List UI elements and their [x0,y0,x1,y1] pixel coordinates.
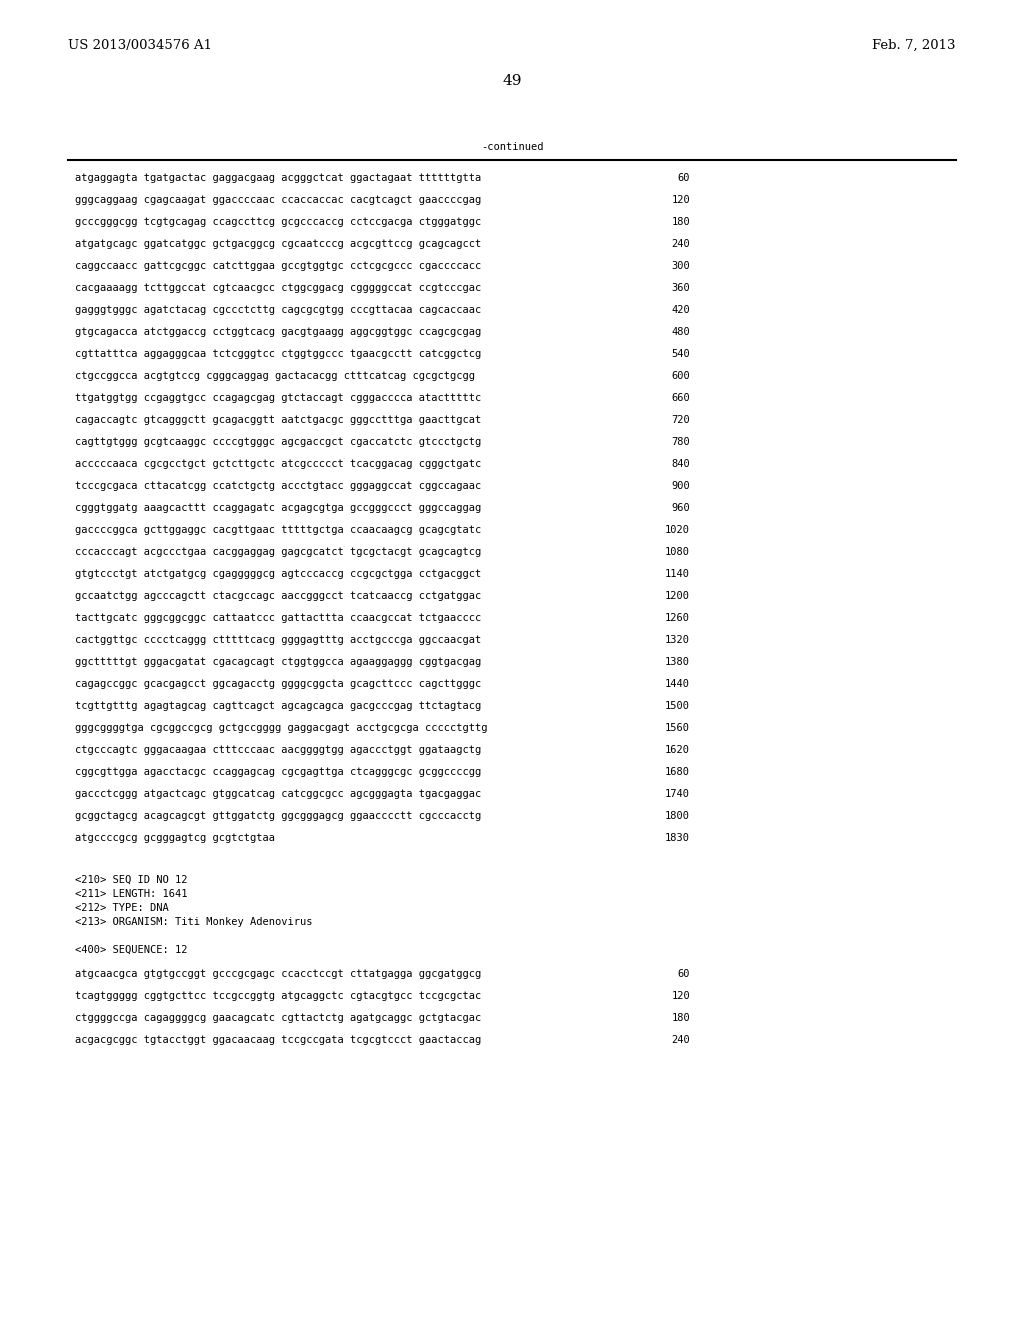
Text: atgcaacgca gtgtgccggt gcccgcgagc ccacctccgt cttatgagga ggcgatggcg: atgcaacgca gtgtgccggt gcccgcgagc ccacctc… [75,969,481,979]
Text: 60: 60 [678,969,690,979]
Text: gccaatctgg agcccagctt ctacgccagc aaccgggcct tcatcaaccg cctgatggac: gccaatctgg agcccagctt ctacgccagc aaccggg… [75,591,481,601]
Text: caggccaacc gattcgcggc catcttggaa gccgtggtgc cctcgcgccc cgaccccacc: caggccaacc gattcgcggc catcttggaa gccgtgg… [75,261,481,271]
Text: atgaggagta tgatgactac gaggacgaag acgggctcat ggactagaat ttttttgtta: atgaggagta tgatgactac gaggacgaag acgggct… [75,173,481,183]
Text: <400> SEQUENCE: 12: <400> SEQUENCE: 12 [75,945,187,954]
Text: Feb. 7, 2013: Feb. 7, 2013 [872,40,956,51]
Text: gagggtgggc agatctacag cgccctcttg cagcgcgtgg cccgttacaa cagcaccaac: gagggtgggc agatctacag cgccctcttg cagcgcg… [75,305,481,315]
Text: gggcaggaag cgagcaagat ggaccccaac ccaccaccac cacgtcagct gaaccccgag: gggcaggaag cgagcaagat ggaccccaac ccaccac… [75,195,481,205]
Text: cagaccagtc gtcagggctt gcagacggtt aatctgacgc gggcctttga gaacttgcat: cagaccagtc gtcagggctt gcagacggtt aatctga… [75,414,481,425]
Text: tcagtggggg cggtgcttcc tccgccggtg atgcaggctc cgtacgtgcc tccgcgctac: tcagtggggg cggtgcttcc tccgccggtg atgcagg… [75,991,481,1001]
Text: 180: 180 [672,1012,690,1023]
Text: 1140: 1140 [665,569,690,579]
Text: 660: 660 [672,393,690,403]
Text: 720: 720 [672,414,690,425]
Text: 120: 120 [672,195,690,205]
Text: 60: 60 [678,173,690,183]
Text: tcccgcgaca cttacatcgg ccatctgctg accctgtacc gggaggccat cggccagaac: tcccgcgaca cttacatcgg ccatctgctg accctgt… [75,480,481,491]
Text: cactggttgc cccctcaggg ctttttcacg ggggagtttg acctgcccga ggccaacgat: cactggttgc cccctcaggg ctttttcacg ggggagt… [75,635,481,645]
Text: tacttgcatc gggcggcggc cattaatccc gattacttta ccaacgccat tctgaacccc: tacttgcatc gggcggcggc cattaatccc gattact… [75,612,481,623]
Text: 780: 780 [672,437,690,447]
Text: cagagccggc gcacgagcct ggcagacctg ggggcggcta gcagcttccc cagcttgggc: cagagccggc gcacgagcct ggcagacctg ggggcgg… [75,678,481,689]
Text: cagttgtggg gcgtcaaggc ccccgtgggc agcgaccgct cgaccatctc gtccctgctg: cagttgtggg gcgtcaaggc ccccgtgggc agcgacc… [75,437,481,447]
Text: 300: 300 [672,261,690,271]
Text: 120: 120 [672,991,690,1001]
Text: 1620: 1620 [665,744,690,755]
Text: gcggctagcg acagcagcgt gttggatctg ggcgggagcg ggaacccctt cgcccacctg: gcggctagcg acagcagcgt gttggatctg ggcggga… [75,810,481,821]
Text: 480: 480 [672,327,690,337]
Text: acgacgcggc tgtacctggt ggacaacaag tccgccgata tcgcgtccct gaactaccag: acgacgcggc tgtacctggt ggacaacaag tccgccg… [75,1035,481,1045]
Text: tcgttgtttg agagtagcag cagttcagct agcagcagca gacgcccgag ttctagtacg: tcgttgtttg agagtagcag cagttcagct agcagca… [75,701,481,711]
Text: ctgccggcca acgtgtccg cgggcaggag gactacacgg ctttcatcag cgcgctgcgg: ctgccggcca acgtgtccg cgggcaggag gactacac… [75,371,475,381]
Text: US 2013/0034576 A1: US 2013/0034576 A1 [68,40,212,51]
Text: acccccaaca cgcgcctgct gctcttgctc atcgccccct tcacggacag cgggctgatc: acccccaaca cgcgcctgct gctcttgctc atcgccc… [75,459,481,469]
Text: 240: 240 [672,1035,690,1045]
Text: cggcgttgga agacctacgc ccaggagcag cgcgagttga ctcagggcgc gcggccccgg: cggcgttgga agacctacgc ccaggagcag cgcgagt… [75,767,481,777]
Text: 420: 420 [672,305,690,315]
Text: 540: 540 [672,348,690,359]
Text: 1740: 1740 [665,789,690,799]
Text: <211> LENGTH: 1641: <211> LENGTH: 1641 [75,888,187,899]
Text: cgggtggatg aaagcacttt ccaggagatc acgagcgtga gccgggccct gggccaggag: cgggtggatg aaagcacttt ccaggagatc acgagcg… [75,503,481,513]
Text: 1500: 1500 [665,701,690,711]
Text: ctggggccga cagaggggcg gaacagcatc cgttactctg agatgcaggc gctgtacgac: ctggggccga cagaggggcg gaacagcatc cgttact… [75,1012,481,1023]
Text: 840: 840 [672,459,690,469]
Text: ctgcccagtc gggacaagaa ctttcccaac aacggggtgg agaccctggt ggataagctg: ctgcccagtc gggacaagaa ctttcccaac aacgggg… [75,744,481,755]
Text: -continued: -continued [480,143,544,152]
Text: <213> ORGANISM: Titi Monkey Adenovirus: <213> ORGANISM: Titi Monkey Adenovirus [75,917,312,927]
Text: cccacccagt acgccctgaa cacggaggag gagcgcatct tgcgctacgt gcagcagtcg: cccacccagt acgccctgaa cacggaggag gagcgca… [75,546,481,557]
Text: 49: 49 [502,74,522,88]
Text: 1440: 1440 [665,678,690,689]
Text: gaccccggca gcttggaggc cacgttgaac tttttgctga ccaacaagcg gcagcgtatc: gaccccggca gcttggaggc cacgttgaac tttttgc… [75,525,481,535]
Text: 1680: 1680 [665,767,690,777]
Text: 1320: 1320 [665,635,690,645]
Text: 180: 180 [672,216,690,227]
Text: ttgatggtgg ccgaggtgcc ccagagcgag gtctaccagt cgggacccca atactttttc: ttgatggtgg ccgaggtgcc ccagagcgag gtctacc… [75,393,481,403]
Text: 1380: 1380 [665,657,690,667]
Text: atgatgcagc ggatcatggc gctgacggcg cgcaatcccg acgcgttccg gcagcagcct: atgatgcagc ggatcatggc gctgacggcg cgcaatc… [75,239,481,249]
Text: 1200: 1200 [665,591,690,601]
Text: atgccccgcg gcgggagtcg gcgtctgtaa: atgccccgcg gcgggagtcg gcgtctgtaa [75,833,275,843]
Text: ggctttttgt gggacgatat cgacagcagt ctggtggcca agaaggaggg cggtgacgag: ggctttttgt gggacgatat cgacagcagt ctggtgg… [75,657,481,667]
Text: 1020: 1020 [665,525,690,535]
Text: cgttatttca aggagggcaa tctcgggtcc ctggtggccc tgaacgcctt catcggctcg: cgttatttca aggagggcaa tctcgggtcc ctggtgg… [75,348,481,359]
Text: <212> TYPE: DNA: <212> TYPE: DNA [75,903,169,913]
Text: 900: 900 [672,480,690,491]
Text: 240: 240 [672,239,690,249]
Text: 1830: 1830 [665,833,690,843]
Text: gcccgggcgg tcgtgcagag ccagccttcg gcgcccaccg cctccgacga ctgggatggc: gcccgggcgg tcgtgcagag ccagccttcg gcgccca… [75,216,481,227]
Text: 360: 360 [672,282,690,293]
Text: 1800: 1800 [665,810,690,821]
Text: 1260: 1260 [665,612,690,623]
Text: gtgtccctgt atctgatgcg cgagggggcg agtcccaccg ccgcgctgga cctgacggct: gtgtccctgt atctgatgcg cgagggggcg agtccca… [75,569,481,579]
Text: gggcggggtga cgcggccgcg gctgccgggg gaggacgagt acctgcgcga ccccctgttg: gggcggggtga cgcggccgcg gctgccgggg gaggac… [75,723,487,733]
Text: 600: 600 [672,371,690,381]
Text: 1080: 1080 [665,546,690,557]
Text: gaccctcggg atgactcagc gtggcatcag catcggcgcc agcgggagta tgacgaggac: gaccctcggg atgactcagc gtggcatcag catcggc… [75,789,481,799]
Text: 960: 960 [672,503,690,513]
Text: 1560: 1560 [665,723,690,733]
Text: <210> SEQ ID NO 12: <210> SEQ ID NO 12 [75,875,187,884]
Text: cacgaaaagg tcttggccat cgtcaacgcc ctggcggacg cgggggccat ccgtcccgac: cacgaaaagg tcttggccat cgtcaacgcc ctggcgg… [75,282,481,293]
Text: gtgcagacca atctggaccg cctggtcacg gacgtgaagg aggcggtggc ccagcgcgag: gtgcagacca atctggaccg cctggtcacg gacgtga… [75,327,481,337]
